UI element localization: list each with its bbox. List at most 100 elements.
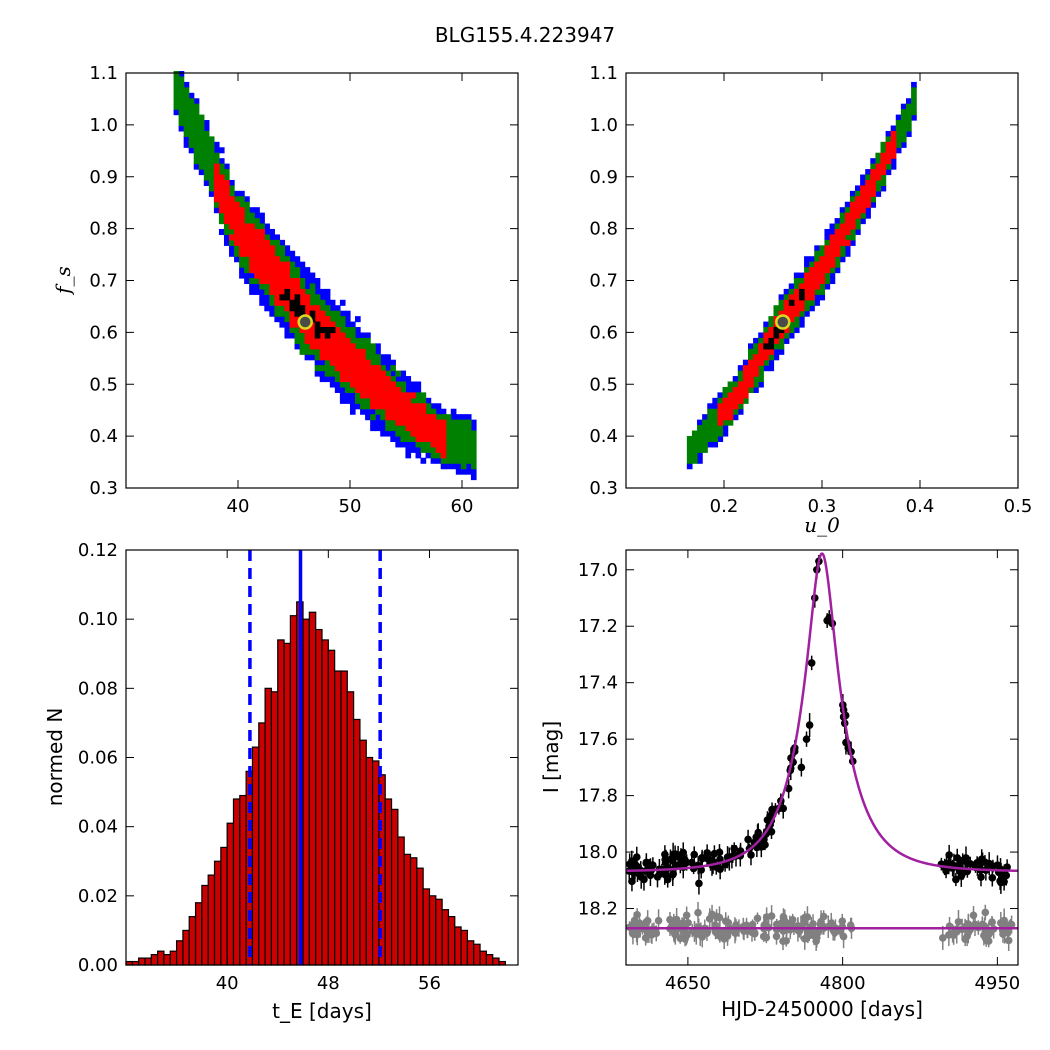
density-cell bbox=[415, 441, 422, 448]
density-cell bbox=[788, 316, 795, 323]
density-cell bbox=[349, 359, 356, 366]
residual-point bbox=[721, 917, 730, 926]
density-cell bbox=[324, 365, 331, 372]
density-cell bbox=[299, 267, 306, 274]
density-cell bbox=[299, 294, 306, 301]
density-cell bbox=[334, 316, 341, 323]
density-cell bbox=[360, 337, 366, 344]
density-cell bbox=[289, 305, 296, 312]
density-cell bbox=[218, 196, 225, 203]
density-cell bbox=[405, 392, 412, 399]
density-cell bbox=[783, 327, 790, 334]
density-cell bbox=[249, 261, 255, 268]
density-cell bbox=[430, 452, 437, 459]
density-cell bbox=[702, 430, 708, 437]
density-cell bbox=[239, 239, 245, 246]
density-cell bbox=[445, 446, 452, 453]
density-cell bbox=[183, 141, 190, 148]
density-cell bbox=[410, 430, 417, 437]
density-cell bbox=[234, 201, 240, 208]
density-cell bbox=[259, 277, 265, 285]
density-cell bbox=[712, 419, 719, 426]
density-cell bbox=[470, 474, 477, 481]
density-cell bbox=[229, 179, 235, 186]
density-cell bbox=[849, 201, 856, 208]
density-cell bbox=[229, 196, 235, 203]
density-cell bbox=[274, 267, 281, 274]
density-cell bbox=[360, 397, 366, 404]
histogram-bar bbox=[175, 940, 184, 966]
density-cell bbox=[344, 332, 351, 339]
density-cell bbox=[758, 365, 764, 372]
y-tick-label: 0.10 bbox=[78, 609, 118, 630]
density-cell bbox=[727, 408, 734, 415]
density-cell bbox=[768, 316, 775, 323]
density-cell bbox=[344, 343, 351, 350]
density-cell bbox=[435, 452, 442, 459]
density-cell bbox=[870, 174, 877, 181]
histogram-bar bbox=[232, 798, 241, 966]
density-cell bbox=[349, 337, 356, 344]
density-cell bbox=[425, 403, 432, 410]
density-cell bbox=[203, 158, 210, 165]
density-cell bbox=[299, 348, 306, 355]
density-cell bbox=[455, 468, 462, 475]
density-cell bbox=[415, 430, 422, 437]
density-cell bbox=[798, 310, 805, 317]
data-point bbox=[715, 848, 724, 857]
density-cell bbox=[415, 446, 422, 453]
residual-point bbox=[684, 919, 692, 927]
histogram-bar bbox=[353, 718, 361, 966]
density-cell bbox=[365, 386, 371, 393]
density-cell bbox=[279, 261, 286, 268]
density-cell bbox=[890, 125, 897, 132]
histogram-bar bbox=[454, 926, 462, 966]
density-cell bbox=[304, 294, 311, 301]
density-cell bbox=[465, 435, 472, 443]
density-cell bbox=[763, 343, 769, 350]
histogram-bar bbox=[422, 888, 431, 966]
data-point bbox=[757, 843, 766, 851]
density-cell bbox=[727, 381, 734, 388]
density-cell bbox=[319, 305, 326, 312]
density-cell bbox=[324, 332, 331, 339]
density-cell bbox=[218, 201, 225, 208]
density-cell bbox=[849, 239, 856, 246]
residual-point bbox=[1000, 928, 1009, 937]
density-cell bbox=[415, 381, 422, 388]
density-cell bbox=[344, 359, 351, 366]
density-cell bbox=[289, 321, 296, 328]
density-cell bbox=[470, 452, 477, 459]
histogram-bar bbox=[334, 670, 342, 966]
density-cell bbox=[686, 463, 693, 470]
density-cell bbox=[865, 179, 871, 186]
density-cell bbox=[420, 414, 427, 421]
density-cell bbox=[375, 343, 381, 350]
data-point bbox=[779, 804, 788, 813]
density-cell bbox=[778, 327, 785, 334]
density-cell bbox=[865, 201, 871, 208]
density-cell bbox=[329, 299, 336, 306]
density-cell bbox=[395, 435, 401, 443]
density-cell bbox=[793, 283, 800, 290]
density-cell bbox=[824, 267, 831, 274]
density-cell bbox=[309, 337, 316, 344]
density-cell bbox=[385, 430, 391, 437]
density-cell bbox=[717, 414, 724, 421]
density-cell bbox=[339, 386, 346, 393]
density-cell bbox=[400, 408, 407, 415]
density-cell bbox=[834, 256, 841, 263]
density-cell bbox=[415, 403, 422, 410]
density-cell bbox=[279, 256, 286, 263]
density-cell bbox=[880, 169, 887, 176]
density-cell bbox=[223, 218, 230, 225]
density-cell bbox=[722, 392, 729, 399]
density-cell bbox=[425, 425, 432, 432]
density-cell bbox=[763, 327, 769, 334]
density-cell bbox=[344, 365, 351, 372]
density-cell bbox=[178, 98, 185, 105]
density-cell bbox=[390, 435, 396, 443]
density-cell bbox=[375, 365, 381, 372]
density-cell bbox=[405, 376, 412, 383]
density-cell bbox=[289, 283, 296, 290]
